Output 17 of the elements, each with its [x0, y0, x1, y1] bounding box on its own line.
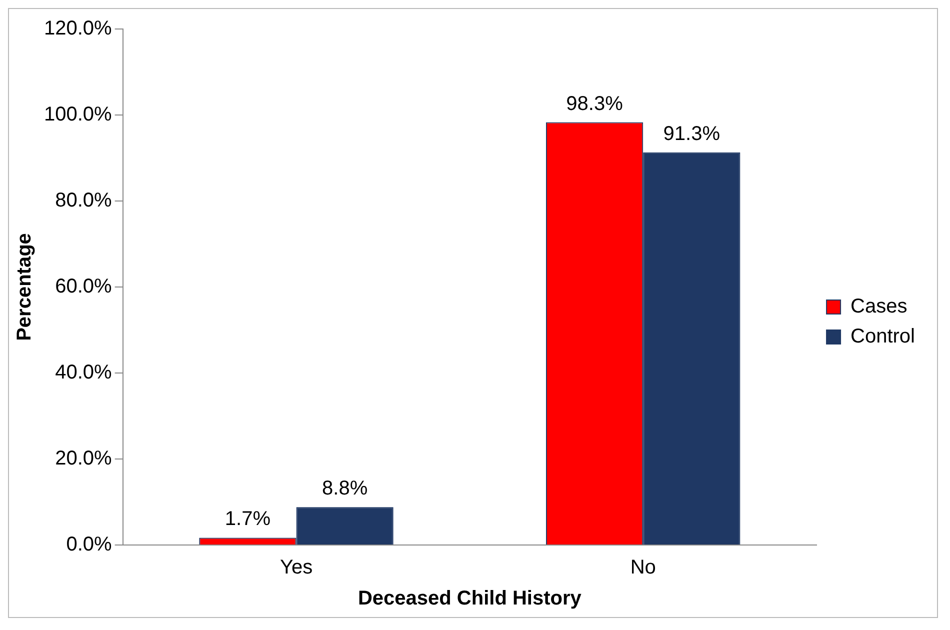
legend-label: Cases — [850, 296, 908, 318]
x-tick-label: No — [630, 556, 656, 579]
data-label: 98.3% — [566, 92, 624, 115]
data-label: 8.8% — [322, 478, 368, 500]
x-tick-label: Yes — [280, 556, 313, 579]
data-label: 91.3% — [663, 122, 720, 145]
data-label: 1.7% — [224, 508, 271, 530]
y-tick-label: 80.0% — [55, 190, 112, 212]
y-tick-label: 100.0% — [44, 104, 112, 126]
y-tick-label: 20.0% — [55, 448, 112, 470]
y-tick-label: 60.0% — [55, 276, 112, 298]
legend-label: Control — [850, 326, 916, 348]
y-tick-label: 40.0% — [55, 362, 112, 384]
y-axis-title: Percentage — [14, 233, 36, 341]
y-tick-label: 0.0% — [66, 534, 112, 556]
x-axis-title: Deceased Child History — [358, 588, 582, 610]
y-tick-label: 120.0% — [44, 18, 112, 40]
